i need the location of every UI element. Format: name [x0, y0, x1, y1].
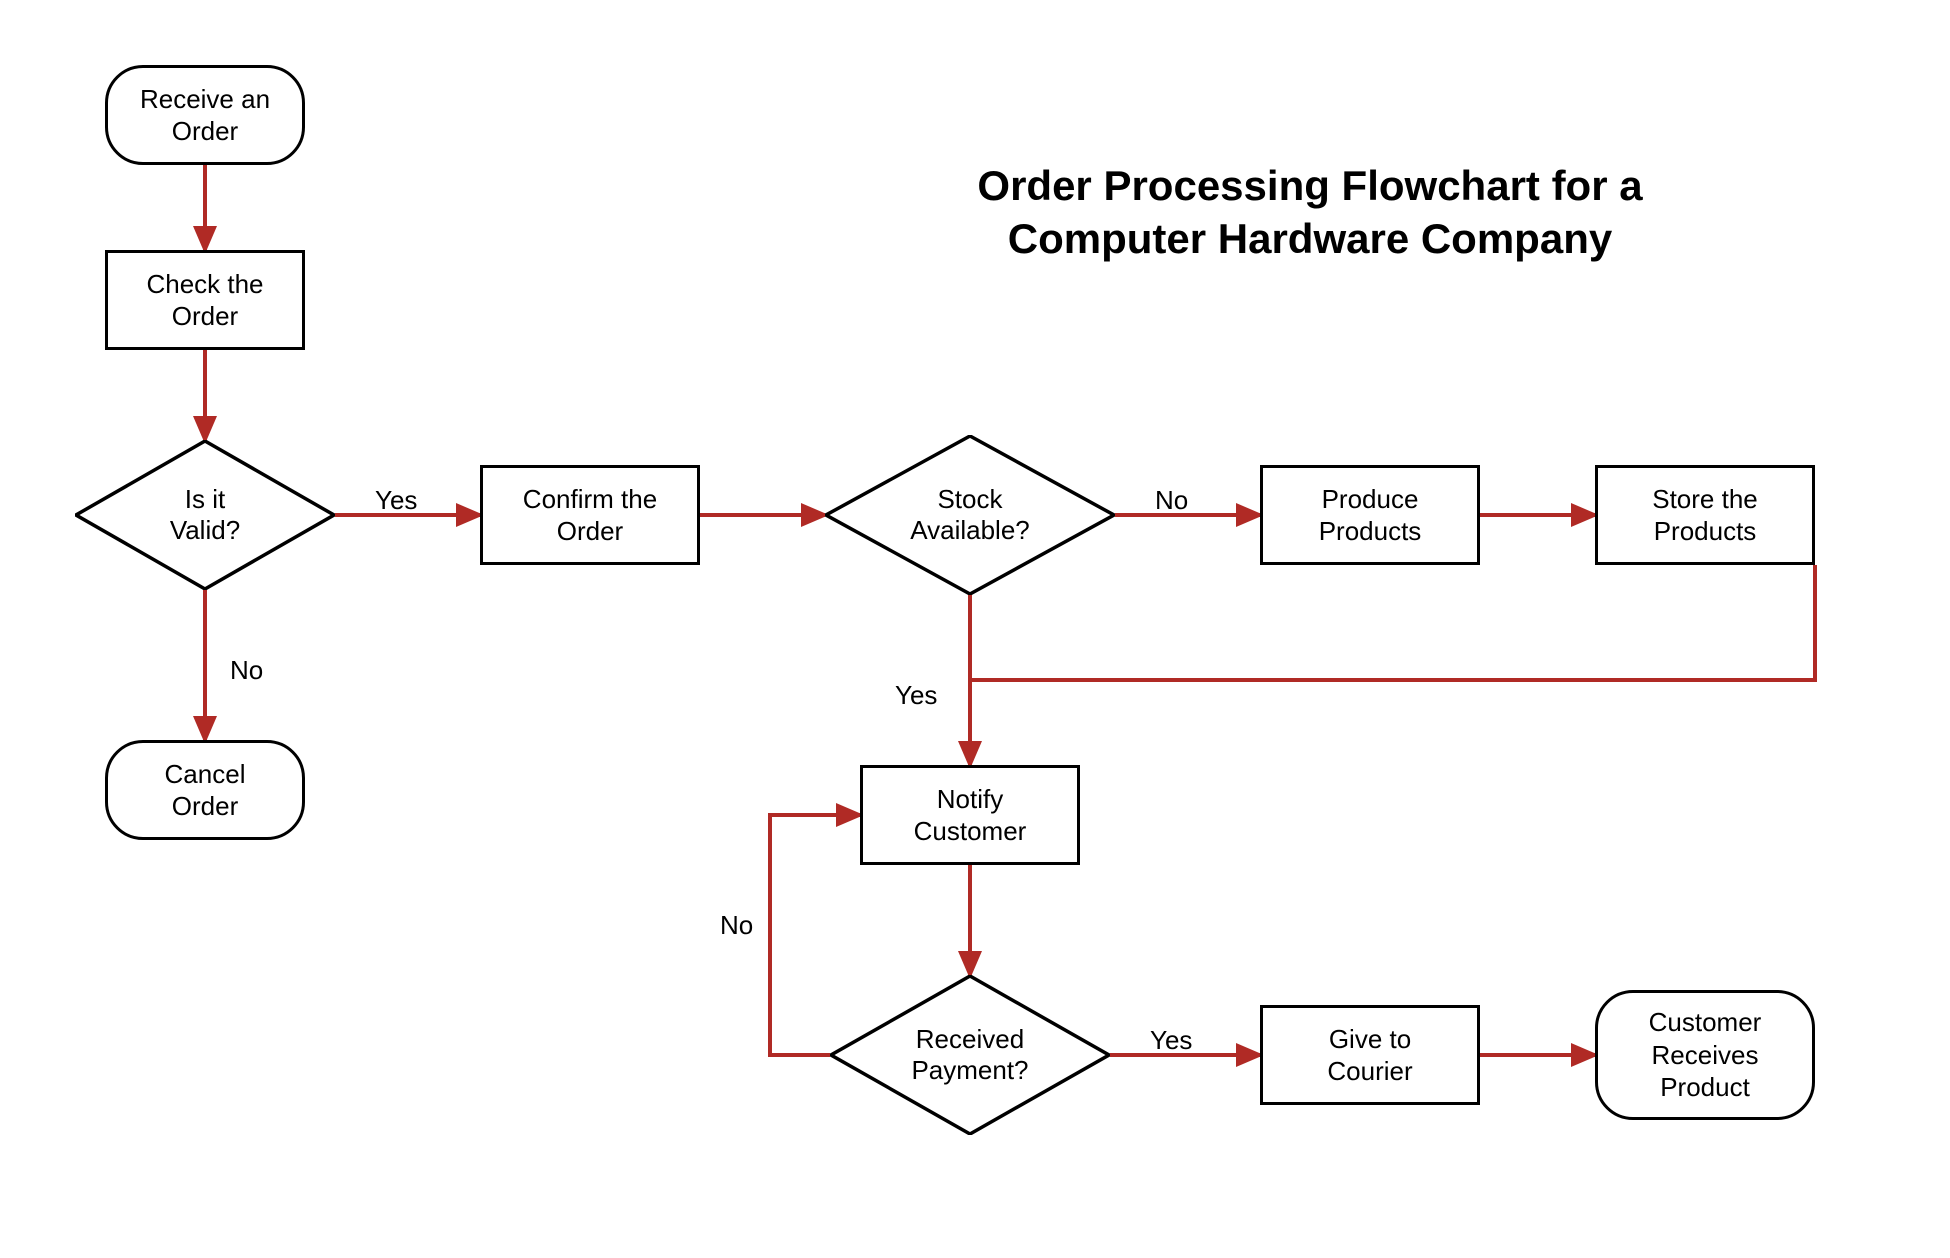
node-stock: Stock Available? — [825, 435, 1115, 595]
node-label: Received Payment? — [830, 975, 1110, 1135]
node-confirm: Confirm the Order — [480, 465, 700, 565]
node-label: Customer Receives Product — [1649, 1006, 1762, 1104]
node-courier: Give to Courier — [1260, 1005, 1480, 1105]
node-valid: Is it Valid? — [75, 440, 335, 590]
node-label: Stock Available? — [825, 435, 1115, 595]
node-receive: Receive an Order — [105, 65, 305, 165]
node-cancel: Cancel Order — [105, 740, 305, 840]
flowchart-canvas: Order Processing Flowchart for a Compute… — [0, 0, 1950, 1258]
node-label: Produce Products — [1319, 483, 1422, 548]
node-produce: Produce Products — [1260, 465, 1480, 565]
node-receives: Customer Receives Product — [1595, 990, 1815, 1120]
edge-label-e6: No — [1155, 485, 1188, 516]
node-label: Is it Valid? — [75, 440, 335, 590]
node-notify: Notify Customer — [860, 765, 1080, 865]
node-label: Notify Customer — [914, 783, 1027, 848]
edge-label-e8: Yes — [895, 680, 937, 711]
node-store: Store the Products — [1595, 465, 1815, 565]
edge-label-e3: No — [230, 655, 263, 686]
node-label: Confirm the Order — [523, 483, 657, 548]
node-payment: Received Payment? — [830, 975, 1110, 1135]
node-label: Cancel Order — [165, 758, 246, 823]
node-label: Check the Order — [146, 268, 263, 333]
node-label: Receive an Order — [140, 83, 270, 148]
edge-label-e4: Yes — [375, 485, 417, 516]
node-label: Store the Products — [1652, 483, 1758, 548]
chart-title: Order Processing Flowchart for a Compute… — [900, 160, 1720, 265]
edge-label-e11: No — [720, 910, 753, 941]
node-label: Give to Courier — [1327, 1023, 1412, 1088]
node-check: Check the Order — [105, 250, 305, 350]
edge-label-e12: Yes — [1150, 1025, 1192, 1056]
